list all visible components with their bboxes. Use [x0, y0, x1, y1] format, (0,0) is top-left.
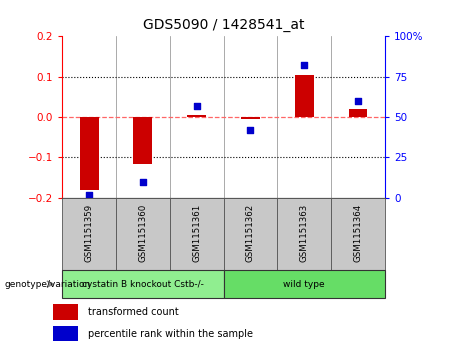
FancyBboxPatch shape	[170, 198, 224, 270]
Bar	[241, 117, 260, 119]
Text: cystatin B knockout Cstb-/-: cystatin B knockout Cstb-/-	[82, 280, 204, 289]
FancyBboxPatch shape	[62, 270, 224, 298]
Bar	[53, 304, 78, 319]
FancyBboxPatch shape	[278, 198, 331, 270]
Text: percentile rank within the sample: percentile rank within the sample	[88, 329, 253, 339]
Bar	[349, 109, 367, 117]
Text: GSM1151362: GSM1151362	[246, 204, 255, 262]
Bar	[134, 117, 152, 163]
FancyBboxPatch shape	[62, 198, 116, 270]
Text: transformed count: transformed count	[88, 307, 178, 317]
Text: GSM1151364: GSM1151364	[354, 204, 362, 262]
Point	[85, 192, 93, 197]
FancyBboxPatch shape	[224, 198, 278, 270]
Text: genotype/variation: genotype/variation	[5, 280, 91, 289]
Bar	[187, 115, 206, 117]
Text: GSM1151363: GSM1151363	[300, 204, 309, 262]
Text: GSM1151359: GSM1151359	[85, 204, 94, 262]
Text: GSM1151360: GSM1151360	[138, 204, 148, 262]
FancyBboxPatch shape	[224, 270, 385, 298]
Point	[247, 127, 254, 133]
Point	[193, 103, 201, 109]
Bar	[295, 75, 313, 117]
FancyBboxPatch shape	[116, 198, 170, 270]
Text: GSM1151361: GSM1151361	[192, 204, 201, 262]
Text: wild type: wild type	[284, 280, 325, 289]
Point	[301, 62, 308, 68]
Point	[355, 98, 362, 104]
Bar	[80, 117, 99, 190]
Point	[139, 179, 147, 184]
Title: GDS5090 / 1428541_at: GDS5090 / 1428541_at	[143, 19, 304, 33]
FancyBboxPatch shape	[331, 198, 385, 270]
Bar	[53, 326, 78, 341]
